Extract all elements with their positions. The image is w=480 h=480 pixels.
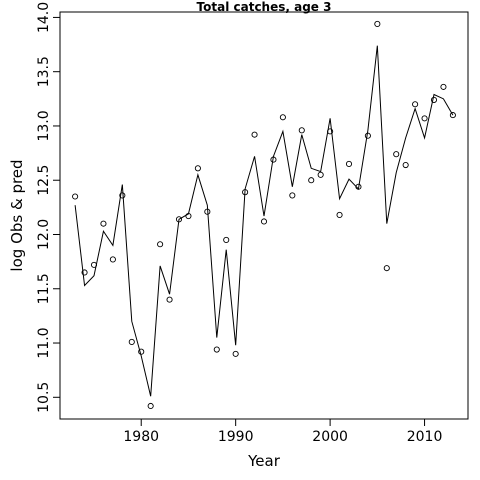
observed-point: [119, 192, 126, 199]
observed-point: [430, 96, 438, 103]
y-tick-label: 11.5: [36, 273, 52, 304]
observed-point: [109, 256, 116, 263]
predicted-line: [74, 45, 454, 397]
x-tick-label: 1990: [218, 429, 254, 445]
y-tick-label: 12.5: [36, 165, 52, 196]
observed-point: [213, 346, 220, 353]
observed-point: [440, 83, 447, 90]
observed-point: [223, 236, 230, 243]
plot-frame: [59, 11, 469, 420]
observed-point: [345, 160, 353, 167]
observed-point: [412, 101, 419, 108]
y-axis-label: log Obs & pred: [8, 159, 26, 271]
x-tick-label: 2000: [312, 429, 348, 445]
y-axis: 10.5 11.0 11.5 12.0 12.5 13.0 13.5 14.0: [36, 2, 60, 413]
observed-point: [317, 171, 324, 178]
y-tick-label: 13.5: [36, 56, 52, 87]
x-axis-label: Year: [247, 452, 281, 470]
observed-point: [393, 151, 400, 158]
y-tick-label: 11.0: [36, 327, 52, 358]
observed-point: [449, 112, 456, 119]
observed-point: [298, 127, 305, 134]
observed-point: [157, 241, 164, 248]
observed-point: [147, 402, 154, 410]
x-axis: 1980 1990 2000 2010: [123, 419, 442, 445]
observed-point: [128, 338, 135, 345]
series-layer: [72, 20, 456, 410]
observed-point: [308, 177, 315, 184]
x-tick-label: 1980: [123, 429, 159, 445]
x-tick-label: 2010: [407, 429, 443, 445]
observed-point: [402, 161, 409, 169]
observed-point: [374, 20, 381, 27]
observed-point: [166, 296, 173, 303]
observed-point: [251, 131, 258, 138]
observed-point: [232, 350, 239, 357]
y-tick-label: 12.0: [36, 219, 52, 250]
observed-point: [260, 218, 268, 225]
observed-point: [421, 115, 428, 122]
observed-point: [72, 193, 79, 200]
observed-point: [81, 269, 88, 276]
observed-point: [364, 132, 371, 139]
observed-point: [279, 114, 286, 121]
y-tick-label: 13.0: [36, 110, 52, 141]
observed-point: [383, 265, 390, 272]
observed-point: [336, 211, 343, 219]
y-tick-label: 10.5: [36, 382, 52, 413]
observed-point: [100, 220, 107, 227]
observed-point: [194, 165, 201, 172]
chart-title: Total catches, age 3: [197, 0, 332, 14]
observed-point: [289, 192, 296, 199]
y-tick-label: 14.0: [36, 2, 52, 33]
